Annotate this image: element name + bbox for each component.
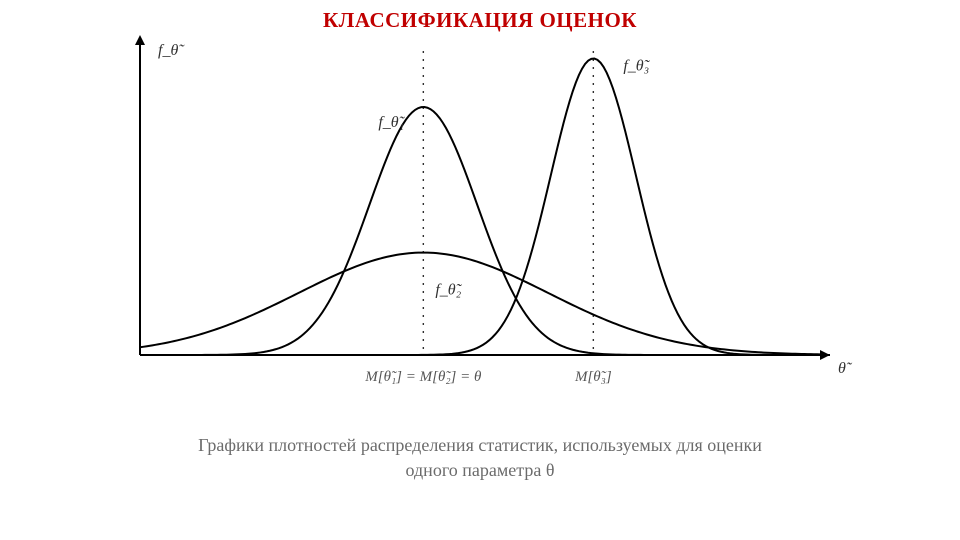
svg-text:f_θ̃₁: f_θ̃₁ [378, 114, 405, 131]
page-title: КЛАССИФИКАЦИЯ ОЦЕНОК [0, 8, 960, 33]
svg-text:f_θ̃₂: f_θ̃₂ [435, 282, 462, 299]
svg-text:M[θ̃₃]: M[θ̃₃] [574, 369, 612, 385]
svg-text:f_θ̃₃: f_θ̃₃ [623, 57, 650, 74]
caption-line-2: одного параметра θ [406, 460, 555, 480]
svg-text:M[θ̃₁] = M[θ̃₂] = θ: M[θ̃₁] = M[θ̃₂] = θ [364, 369, 482, 385]
svg-text:f_θ̃: f_θ̃ [158, 42, 185, 59]
caption: Графики плотностей распределения статист… [0, 433, 960, 482]
caption-line-1: Графики плотностей распределения статист… [198, 435, 762, 455]
density-chart: M[θ̃₁] = M[θ̃₂] = θ M[θ̃₃] f_θ̃ θ̃ f_θ̃₁ f_θ̃… [100, 35, 860, 405]
svg-text:θ̃: θ̃ [838, 360, 853, 377]
